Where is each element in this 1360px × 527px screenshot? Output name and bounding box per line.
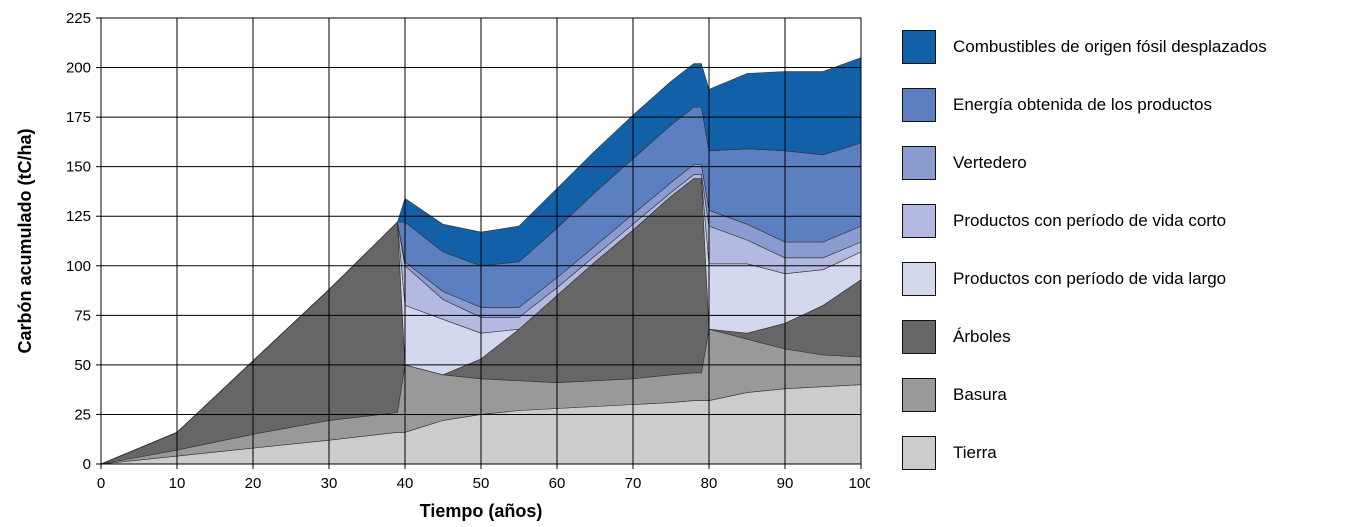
x-tick-label: 60 — [549, 475, 566, 492]
x-axis-label: Tiempo (años) — [420, 501, 543, 521]
y-tick-label: 50 — [74, 357, 91, 374]
legend-item-combustibles: Combustibles de origen fósil desplazados — [902, 18, 1352, 76]
legend-item-productos-largo: Productos con período de vida largo — [902, 250, 1352, 308]
y-axis-ticks: 0 25 50 75 100 125 150 175 200 225 — [66, 10, 101, 473]
x-tick-label: 10 — [169, 475, 186, 492]
legend-label: Energía obtenida de los productos — [953, 95, 1212, 114]
legend-item-productos-corto: Productos con período de vida corto — [902, 192, 1352, 250]
grid-lines — [101, 18, 861, 464]
legend-label: Tierra — [953, 443, 997, 462]
legend-swatch — [902, 146, 936, 180]
legend-item-energia: Energía obtenida de los productos — [902, 76, 1352, 134]
legend-item-arboles: Árboles — [902, 308, 1352, 366]
legend-label: Vertedero — [953, 153, 1027, 172]
y-tick-label: 225 — [66, 10, 91, 27]
y-tick-label: 0 — [83, 456, 91, 473]
legend-label: Basura — [953, 385, 1007, 404]
y-tick-label: 175 — [66, 109, 91, 126]
legend: Combustibles de origen fósil desplazados… — [902, 18, 1352, 482]
y-tick-label: 150 — [66, 159, 91, 176]
legend-item-vertedero: Vertedero — [902, 134, 1352, 192]
x-tick-label: 0 — [97, 475, 105, 492]
legend-label: Combustibles de origen fósil desplazados — [953, 37, 1267, 56]
stacked-area-chart: 0 10 20 30 40 50 60 70 80 90 100 0 25 50 75 100 125 150 1… — [15, 10, 870, 521]
y-tick-label: 200 — [66, 60, 91, 77]
x-tick-label: 40 — [397, 475, 414, 492]
y-tick-label: 125 — [66, 208, 91, 225]
legend-swatch — [902, 88, 936, 122]
x-tick-label: 100 — [848, 475, 870, 492]
legend-swatch — [902, 436, 936, 470]
legend-label: Productos con período de vida largo — [953, 269, 1227, 288]
x-tick-label: 30 — [321, 475, 338, 492]
x-tick-label: 80 — [701, 475, 718, 492]
y-tick-label: 25 — [74, 406, 91, 423]
x-axis-ticks: 0 10 20 30 40 50 60 70 80 90 100 — [97, 464, 870, 492]
legend-label: Productos con período de vida corto — [953, 211, 1227, 230]
legend-swatch — [902, 320, 936, 354]
legend-swatch — [902, 204, 936, 238]
legend-item-basura: Basura — [902, 366, 1352, 424]
x-tick-label: 70 — [625, 475, 642, 492]
x-tick-label: 20 — [245, 475, 262, 492]
y-tick-label: 100 — [66, 258, 91, 275]
x-tick-label: 90 — [777, 475, 794, 492]
legend-label: Árboles — [953, 327, 1011, 346]
y-tick-label: 75 — [74, 307, 91, 324]
legend-swatch — [902, 262, 936, 296]
legend-swatch — [902, 30, 936, 64]
legend-swatch — [902, 378, 936, 412]
legend-item-tierra: Tierra — [902, 424, 1352, 482]
x-tick-label: 50 — [473, 475, 490, 492]
y-axis-label: Carbón acumulado (tC/ha) — [15, 128, 35, 353]
